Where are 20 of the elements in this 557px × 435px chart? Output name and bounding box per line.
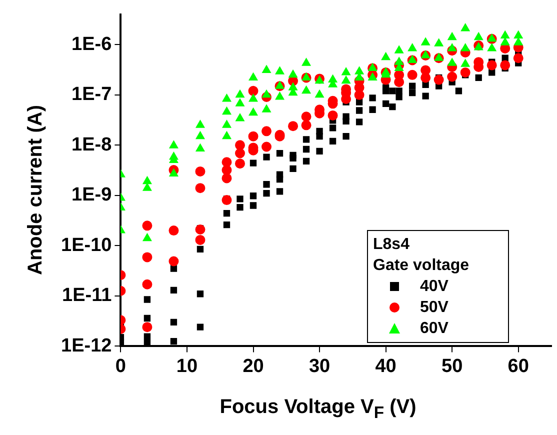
legend-label: 50V — [420, 298, 448, 316]
x-axis-title: Focus Voltage V$_{F}$ (V) — [220, 396, 416, 423]
x-tick-label: 20 — [242, 356, 264, 377]
y-tick-label: 1E-8 — [72, 134, 112, 156]
legend-title: L8s4 Gate voltage — [373, 235, 470, 276]
y-tick-label: 1E-6 — [72, 34, 112, 55]
y-tick-label: 1E-9 — [72, 184, 112, 206]
y-tick-label: 1E-12 — [61, 335, 112, 356]
x-tick-label: 10 — [176, 356, 198, 377]
x-tick-label: 0 — [115, 356, 126, 377]
y-tick-label: 1E-7 — [72, 84, 112, 106]
legend-label: 40V — [420, 278, 448, 296]
x-tick-label: 50 — [442, 356, 463, 377]
y-tick-label: 1E-10 — [61, 234, 112, 256]
x-tick-label: 60 — [508, 356, 529, 377]
x-tick-label: 30 — [308, 356, 330, 377]
y-axis-title: Anode current (A) — [24, 105, 48, 275]
legend-label: 60V — [420, 320, 448, 338]
y-tick-label: 1E-11 — [62, 285, 112, 306]
x-tick-label: 40 — [375, 356, 396, 377]
